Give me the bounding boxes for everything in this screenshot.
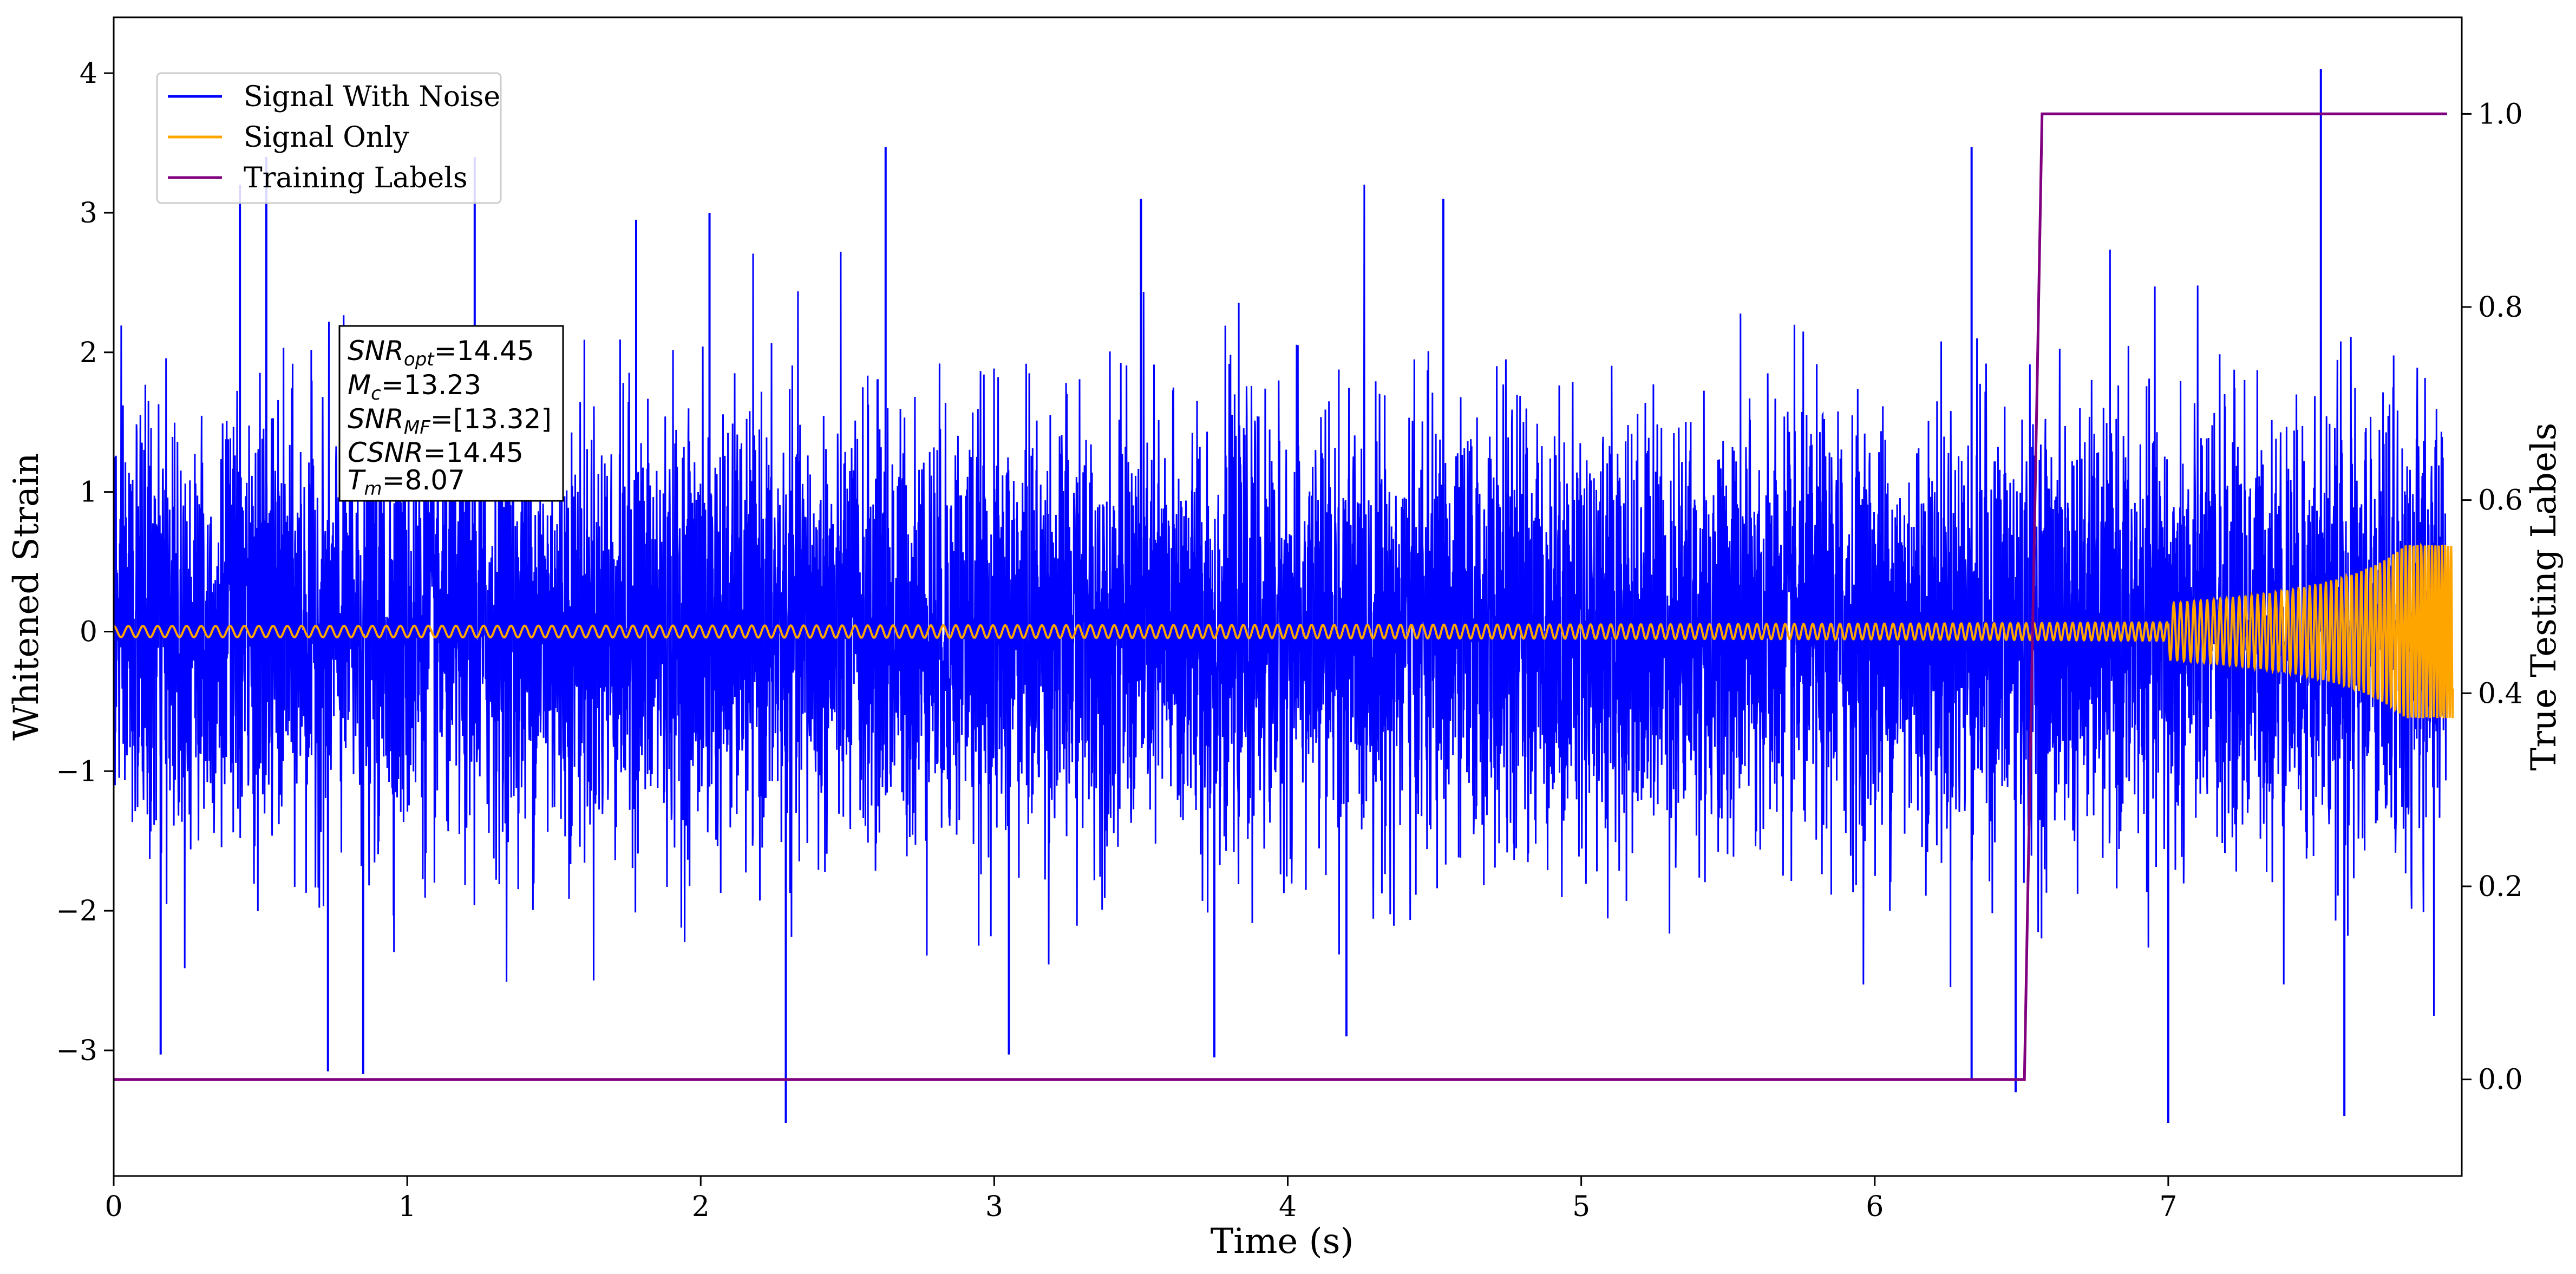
- y2-tick-label: 0.4: [2478, 677, 2523, 710]
- training-labels-series: [114, 112, 2447, 1081]
- y-tick-label: 3: [80, 197, 97, 230]
- legend-box: [156, 72, 502, 204]
- y2-tick-label: 0.6: [2478, 485, 2523, 517]
- legend-label-noise: Signal With Noise: [244, 81, 500, 113]
- annotation-box: SNRopt=14.45 Mc=13.23 SNRMF=[13.32] CSNR…: [338, 325, 564, 502]
- y-axis-left: −3 −2 −1 0 1 2 3 4: [56, 57, 114, 1067]
- y-tick-label: 4: [80, 57, 97, 90]
- x-tick-label: 7: [2159, 1191, 2177, 1223]
- annotation-csnr: CSNR=14.45: [348, 437, 524, 468]
- y2-tick-label: 0.8: [2478, 291, 2523, 324]
- y2-tick-label: 1.0: [2478, 98, 2523, 130]
- y2-tick-label: 0.0: [2478, 1064, 2523, 1096]
- x-tick-label: 1: [398, 1191, 416, 1223]
- x-tick-label: 5: [1572, 1191, 1590, 1223]
- x-axis-title: Time (s): [1211, 1221, 1354, 1262]
- x-axis: 0 1 2 3 4 5 6 7: [104, 1176, 2177, 1223]
- y-tick-label: −2: [56, 895, 97, 927]
- annotation-tm: Tm=8.07: [348, 465, 465, 500]
- y-tick-label: 0: [80, 616, 97, 648]
- annotation-mc: Mc=13.23: [348, 369, 481, 404]
- signal-only-series: [114, 543, 2454, 718]
- legend-label-signal: Signal Only: [244, 121, 409, 154]
- y-tick-label: −1: [56, 755, 97, 788]
- annotation-snr-mf: SNRMF=[13.32]: [348, 403, 552, 439]
- signal-with-noise-series: [114, 69, 2448, 1123]
- x-tick-label: 0: [104, 1191, 122, 1223]
- y-tick-label: 2: [80, 337, 97, 369]
- legend: Signal With Noise Signal Only Training L…: [156, 72, 502, 204]
- y2-tick-label: 0.2: [2478, 871, 2523, 903]
- training-label-trace: [114, 112, 2447, 1081]
- annotation-frame: [338, 325, 564, 502]
- y-axis-right: 0.0 0.2 0.4 0.6 0.8 1.0: [2462, 98, 2523, 1096]
- noise-trace: [114, 184, 2448, 1016]
- legend-label-labels: Training Labels: [244, 162, 468, 194]
- y-tick-label: 1: [80, 476, 97, 509]
- x-tick-label: 2: [692, 1191, 710, 1223]
- y2-axis-title: True Testing Labels: [2524, 423, 2564, 771]
- y-tick-label: −3: [56, 1035, 97, 1067]
- annotation-snr-opt: SNRopt=14.45: [348, 335, 534, 370]
- y-axis-title: Whitened Strain: [6, 453, 47, 740]
- x-tick-label: 4: [1279, 1191, 1297, 1223]
- signal-trace: [114, 543, 2454, 718]
- x-tick-label: 3: [985, 1191, 1003, 1223]
- x-tick-label: 6: [1866, 1191, 1884, 1223]
